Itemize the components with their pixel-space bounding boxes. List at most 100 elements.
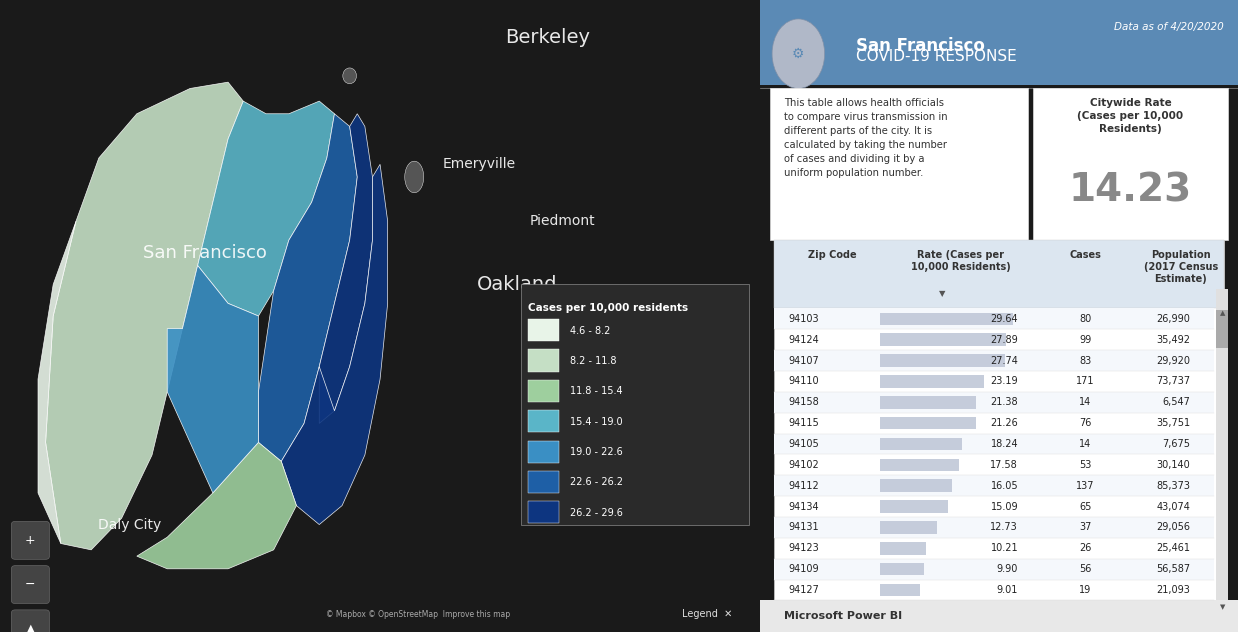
Bar: [879, 375, 984, 387]
Text: 10.21: 10.21: [990, 544, 1018, 553]
Text: Microsoft Power BI: Microsoft Power BI: [784, 611, 903, 621]
Text: 17.58: 17.58: [990, 460, 1018, 470]
Text: 94102: 94102: [789, 460, 820, 470]
Text: Legend  ✕: Legend ✕: [682, 609, 732, 619]
Text: 11.8 - 15.4: 11.8 - 15.4: [569, 386, 623, 396]
Bar: [775, 240, 1223, 613]
Text: 65: 65: [1078, 502, 1091, 511]
Text: 94110: 94110: [789, 377, 820, 386]
Text: 94107: 94107: [789, 356, 820, 365]
FancyBboxPatch shape: [770, 88, 1028, 240]
Polygon shape: [38, 221, 76, 544]
Bar: [775, 240, 1223, 308]
Bar: [879, 334, 1005, 346]
Text: Berkeley: Berkeley: [505, 28, 589, 47]
FancyBboxPatch shape: [1032, 88, 1228, 240]
Text: 56: 56: [1078, 564, 1091, 574]
Text: 76: 76: [1078, 418, 1091, 428]
Bar: [879, 459, 959, 471]
Text: 94112: 94112: [789, 481, 820, 490]
Text: Piedmont: Piedmont: [530, 214, 595, 228]
Polygon shape: [46, 82, 243, 550]
Text: 43,074: 43,074: [1156, 502, 1190, 511]
Text: This table allows health officials
to compare virus transmission in
different pa: This table allows health officials to co…: [784, 98, 947, 178]
Bar: [529, 501, 558, 523]
Text: 30,140: 30,140: [1156, 460, 1190, 470]
Bar: [879, 396, 976, 408]
Text: 26,990: 26,990: [1156, 314, 1190, 324]
Text: 22.6 - 26.2: 22.6 - 26.2: [569, 477, 623, 487]
Bar: [775, 559, 1214, 580]
Text: Zip Code: Zip Code: [808, 250, 857, 260]
Bar: [529, 471, 558, 493]
Text: −: −: [25, 578, 36, 591]
Text: 35,492: 35,492: [1156, 335, 1190, 344]
Text: Cases per 10,000 residents: Cases per 10,000 residents: [529, 303, 688, 313]
Bar: [1217, 310, 1228, 348]
Text: 73,737: 73,737: [1156, 377, 1190, 386]
Text: 25,461: 25,461: [1156, 544, 1190, 553]
Text: 94115: 94115: [789, 418, 820, 428]
Text: Data as of 4/20/2020: Data as of 4/20/2020: [1114, 22, 1223, 32]
Text: 18.24: 18.24: [990, 439, 1018, 449]
Bar: [879, 521, 937, 533]
Text: ▼: ▼: [938, 289, 945, 298]
Text: 94131: 94131: [789, 523, 820, 532]
FancyBboxPatch shape: [11, 521, 50, 559]
Text: 19.0 - 22.6: 19.0 - 22.6: [569, 447, 623, 457]
Text: Population
(2017 Census
Estimate): Population (2017 Census Estimate): [1144, 250, 1218, 284]
Text: 16.05: 16.05: [990, 481, 1018, 490]
Bar: [775, 517, 1214, 538]
Text: 94158: 94158: [789, 398, 820, 407]
Text: 27.89: 27.89: [990, 335, 1018, 344]
Text: 15.4 - 19.0: 15.4 - 19.0: [569, 416, 623, 427]
Text: Emeryville: Emeryville: [442, 157, 515, 171]
Bar: [879, 480, 952, 492]
Text: 29,920: 29,920: [1156, 356, 1190, 365]
Bar: [879, 563, 925, 575]
Bar: [775, 475, 1214, 496]
Bar: [529, 380, 558, 402]
Text: 15.09: 15.09: [990, 502, 1018, 511]
Bar: [879, 584, 920, 596]
Polygon shape: [281, 164, 387, 525]
Text: 37: 37: [1078, 523, 1091, 532]
Text: 53: 53: [1078, 460, 1091, 470]
Text: 171: 171: [1076, 377, 1094, 386]
Text: +: +: [25, 534, 36, 547]
Text: 8.2 - 11.8: 8.2 - 11.8: [569, 356, 617, 366]
Bar: [529, 349, 558, 372]
Text: 83: 83: [1080, 356, 1091, 365]
Text: 14: 14: [1080, 398, 1091, 407]
Text: 56,587: 56,587: [1156, 564, 1190, 574]
Text: ⚙: ⚙: [792, 47, 805, 61]
Text: 26: 26: [1078, 544, 1091, 553]
Text: 27.74: 27.74: [990, 356, 1018, 365]
Text: San Francisco: San Francisco: [855, 37, 984, 54]
Text: 29.64: 29.64: [990, 314, 1018, 324]
Circle shape: [773, 19, 825, 88]
Text: 94123: 94123: [789, 544, 820, 553]
Text: 94134: 94134: [789, 502, 820, 511]
Text: Daly City: Daly City: [98, 518, 161, 532]
Text: 85,373: 85,373: [1156, 481, 1190, 490]
Text: 12.73: 12.73: [990, 523, 1018, 532]
Text: 4.6 - 8.2: 4.6 - 8.2: [569, 325, 610, 336]
Text: Cases: Cases: [1070, 250, 1101, 260]
Text: ▼: ▼: [1219, 604, 1226, 610]
Text: Oakland: Oakland: [477, 275, 557, 294]
Text: 19: 19: [1080, 585, 1091, 595]
Bar: [775, 434, 1214, 454]
Bar: [760, 0, 1238, 85]
Text: 7,675: 7,675: [1162, 439, 1190, 449]
Text: 21.26: 21.26: [990, 418, 1018, 428]
Text: 14: 14: [1080, 439, 1091, 449]
Text: 14.23: 14.23: [1068, 172, 1192, 210]
Text: 9.90: 9.90: [997, 564, 1018, 574]
Bar: [529, 410, 558, 432]
Text: 94103: 94103: [789, 314, 820, 324]
FancyBboxPatch shape: [521, 284, 749, 525]
Ellipse shape: [343, 68, 357, 84]
Polygon shape: [259, 114, 358, 461]
Text: 23.19: 23.19: [990, 377, 1018, 386]
